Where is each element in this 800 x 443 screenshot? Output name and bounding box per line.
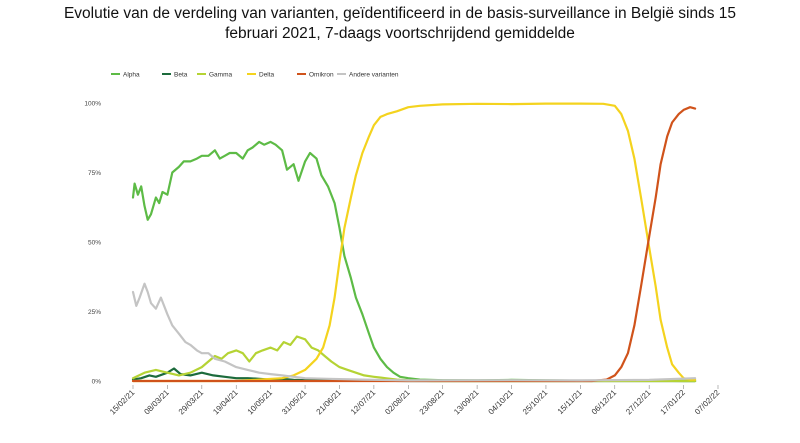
x-tick-label: 27/12/21 — [624, 388, 653, 417]
y-tick-label: 25% — [88, 309, 101, 316]
x-tick-label: 10/05/21 — [246, 388, 275, 417]
x-tick-label: 13/09/21 — [452, 388, 481, 417]
x-tick-label: 08/03/21 — [142, 388, 171, 417]
legend-label: Alpha — [123, 72, 140, 79]
series-line-omikron — [131, 106, 697, 383]
x-tick-label: 04/10/21 — [487, 388, 516, 417]
x-tick-label: 06/12/21 — [590, 388, 619, 417]
x-tick-label: 23/08/21 — [418, 388, 447, 417]
series-line-alpha — [131, 140, 697, 383]
series-lines — [131, 102, 697, 383]
x-tick-label: 12/07/21 — [349, 388, 378, 417]
x-tick-label: 15/02/21 — [108, 388, 137, 417]
y-axis: 0% 25% 50% 75% 100% — [84, 101, 101, 386]
x-tick-label: 07/02/22 — [693, 388, 722, 417]
x-tick-label: 02/08/21 — [383, 388, 412, 417]
chart-title-line-1: Evolutie van de verdeling van varianten,… — [63, 5, 737, 22]
y-tick-label: 0% — [92, 379, 102, 386]
y-tick-label: 50% — [88, 240, 101, 247]
x-tick-label: 29/03/21 — [177, 388, 206, 417]
y-tick-label: 100% — [84, 101, 101, 108]
series-line-delta — [131, 102, 697, 383]
x-tick-label: 19/04/21 — [211, 388, 240, 417]
chart-legend: Alpha Beta Gamma Delta Omikron Andere variant… — [111, 72, 399, 79]
x-tick-label: 17/01/22 — [659, 388, 688, 417]
x-tick-label: 25/10/21 — [521, 388, 550, 417]
legend-label: Beta — [174, 72, 188, 79]
x-tick-label: 15/11/21 — [556, 388, 584, 416]
legend-label: Andere varianten — [349, 72, 399, 79]
y-tick-label: 75% — [88, 170, 101, 177]
legend-label: Omikron — [309, 72, 334, 79]
x-tick-label: 31/05/21 — [280, 388, 309, 417]
legend-label: Delta — [259, 72, 275, 79]
series-line-andere-varianten — [131, 282, 697, 382]
chart-title-line-2: februari 2021, 7-daags voortschrijdend g… — [225, 25, 575, 42]
chart-title: Evolutie van de verdeling van varianten,… — [0, 4, 800, 44]
x-axis: 15/02/21 08/03/21 29/03/21 19/04/21 10/05/21… — [108, 385, 722, 416]
x-tick-label: 21/06/21 — [315, 388, 344, 417]
legend-label: Gamma — [209, 72, 233, 79]
series-line-gamma — [131, 335, 697, 383]
